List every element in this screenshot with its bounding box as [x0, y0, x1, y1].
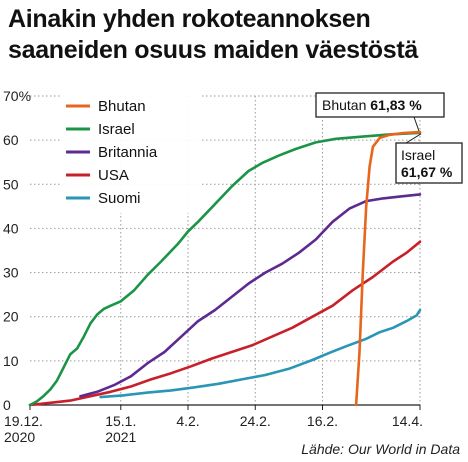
annotation-text-bhutan: Bhutan 61,83 % [322, 97, 422, 113]
annotation-label-bhutan: Bhutan [322, 97, 370, 113]
series-line-bhutan [354, 130, 422, 407]
source-note: Lähde: Our World in Data [301, 441, 460, 457]
annotation-leader-bhutan [413, 116, 420, 132]
legend: Bhutan Israel Britannia USA Suomi [60, 92, 200, 213]
series-line-usa [28, 240, 422, 407]
x-tick-label: 19.12. [4, 413, 43, 429]
annotation-value-bhutan: 61,83 % [370, 97, 422, 113]
y-tick-label: 20 [3, 309, 19, 325]
x-tick-label: 14.4. [392, 413, 423, 429]
series-line-britannia [79, 193, 422, 398]
legend-label-britannia: Britannia [98, 144, 158, 161]
y-tick-label: 40 [3, 220, 19, 236]
x-tick-label: 15.1. [105, 413, 136, 429]
chart-title: Ainakin yhden rokoteannoksen saaneiden o… [8, 4, 464, 66]
series-line-suomi [99, 308, 422, 399]
x-tick-label-year: 2021 [105, 429, 136, 445]
y-tick-label: 0 [3, 397, 11, 413]
legend-label-usa: USA [98, 167, 129, 184]
legend-label-bhutan: Bhutan [98, 98, 146, 115]
y-tick-label: 70% [3, 88, 31, 104]
y-tick-label: 30 [3, 265, 19, 281]
x-tick-label: 16.2. [307, 413, 338, 429]
x-tick-label-year: 2020 [4, 429, 35, 445]
annotation-value-israel: 61,67 % [401, 164, 453, 180]
series-lines [28, 130, 422, 407]
annotation-box-bhutan [315, 92, 445, 118]
series-line-israel [28, 131, 422, 407]
x-tick-label: 24.2. [240, 413, 271, 429]
annotation-leader-israel [405, 133, 422, 144]
chart-title-line1: Ainakin yhden rokoteannoksen [8, 5, 371, 33]
y-tick-label: 10 [3, 353, 19, 369]
annotation-label-israel: Israel [401, 147, 435, 163]
legend-label-suomi: Suomi [98, 190, 141, 207]
chart-title-line2: saaneiden osuus maiden väestöstä [8, 36, 419, 64]
axes: 0 10 20 30 40 50 60 70% 19.12.2020 15.1.2021 4.2. 2… [3, 88, 423, 445]
y-tick-label: 50 [3, 176, 19, 192]
y-tick-label: 60 [3, 132, 19, 148]
annotation-box-israel [395, 142, 463, 184]
legend-label-israel: Israel [98, 121, 135, 138]
x-tick-label: 4.2. [176, 413, 199, 429]
